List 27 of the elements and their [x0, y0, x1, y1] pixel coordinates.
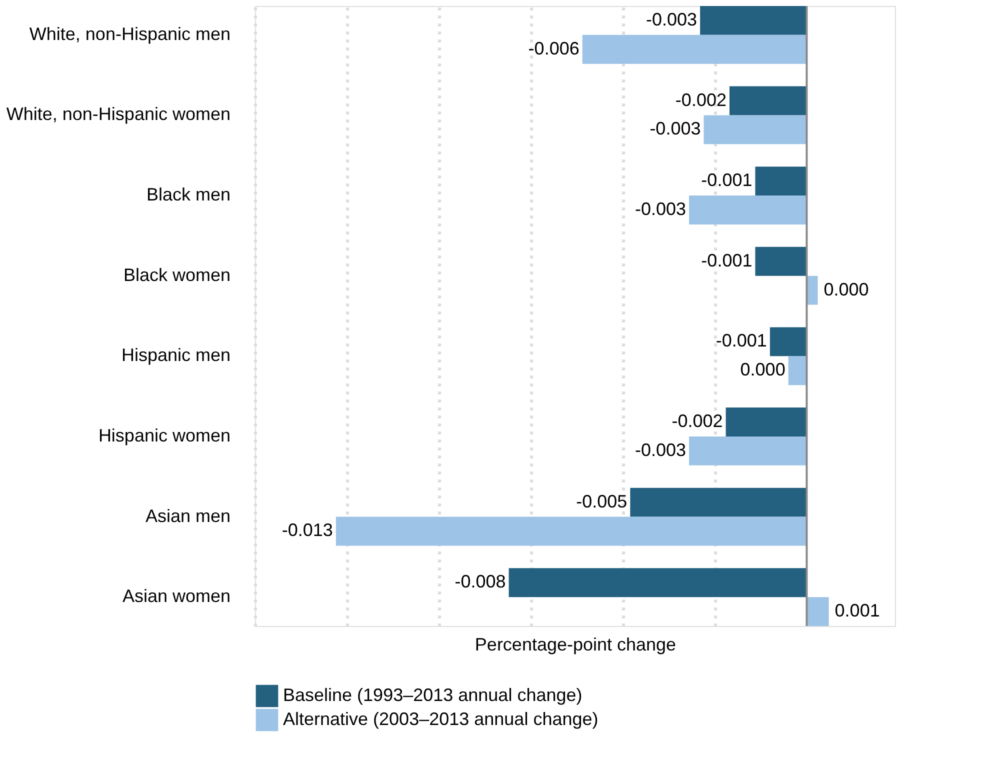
y-tick-label: White, non-Hispanic women: [6, 104, 230, 124]
y-tick-label: Black women: [123, 264, 230, 285]
y-tick-label: Hispanic men: [121, 345, 230, 366]
data-label: -0.006: [528, 38, 580, 58]
x-axis-title: Percentage-point change: [474, 634, 676, 654]
data-label: -0.002: [675, 90, 726, 110]
y-tick-label: Hispanic women: [98, 425, 230, 446]
data-label: -0.001: [716, 330, 767, 351]
data-label: -0.003: [650, 118, 701, 139]
y-tick-label: Asian women: [122, 586, 230, 606]
data-label: 0.000: [740, 360, 786, 380]
data-label: -0.001: [701, 250, 752, 270]
legend-label: Baseline (1993–2013 annual change): [283, 685, 582, 705]
data-label: -0.003: [646, 9, 698, 30]
data-label: 0.001: [834, 600, 880, 621]
data-label: -0.013: [282, 520, 333, 540]
y-tick-label: Asian men: [145, 506, 230, 526]
data-label: -0.002: [672, 411, 723, 432]
legend-label: Alternative (2003–2013 annual change): [283, 709, 598, 729]
data-label: -0.008: [454, 572, 506, 592]
data-label: 0.000: [824, 279, 869, 300]
y-tick-label: White, non-Hispanic men: [29, 24, 230, 44]
data-label: -0.003: [634, 440, 686, 460]
data-label: -0.001: [701, 170, 752, 190]
data-label: -0.003: [634, 198, 686, 219]
data-label: -0.005: [576, 491, 628, 512]
y-tick-label: Black men: [146, 184, 230, 205]
